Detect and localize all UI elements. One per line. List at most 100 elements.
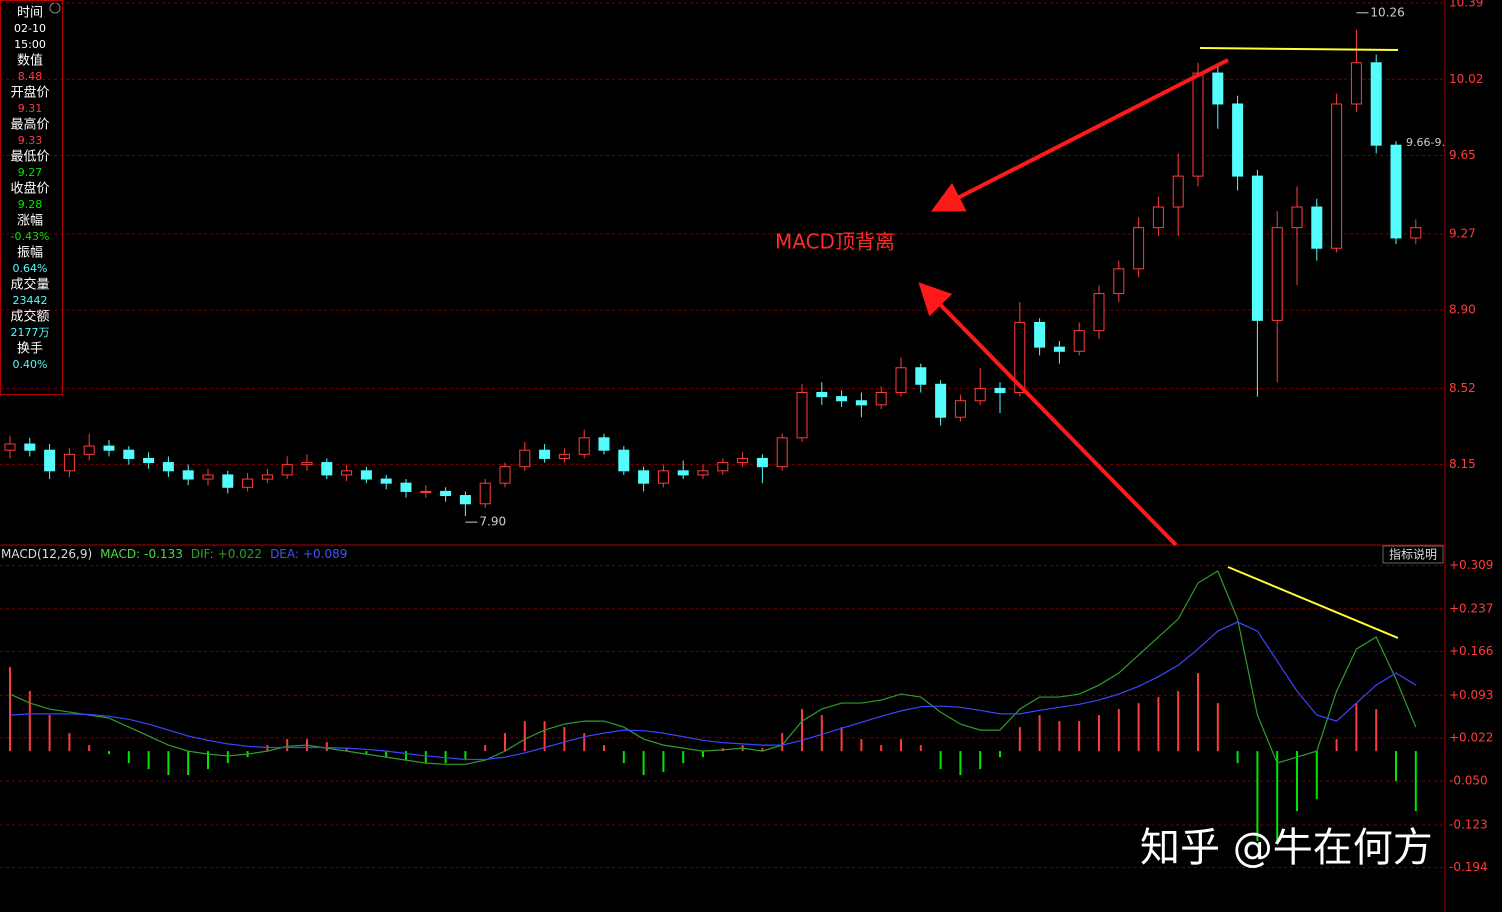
info-label: 时间 xyxy=(17,6,43,21)
candle-body xyxy=(638,470,650,484)
candle-body xyxy=(83,445,95,455)
candle-body xyxy=(1370,62,1382,146)
indicator-help-button[interactable] xyxy=(1382,545,1444,564)
watermark: 知乎 @牛在何方 xyxy=(1140,825,1433,871)
header-part: DIF: xyxy=(191,547,214,561)
info-label: 最低价 xyxy=(10,150,49,165)
info-value: 23442 xyxy=(13,294,48,307)
button-label[interactable]: 指标说明 xyxy=(1389,547,1437,562)
candle-body xyxy=(1212,72,1224,105)
candle-body xyxy=(44,449,56,472)
indicator-header: MACD(12,26,9) MACD: -0.133 DIF: +0.022 DEA: +0… xyxy=(1,547,347,561)
header-part: DEA: xyxy=(270,547,299,561)
candle-body xyxy=(697,470,709,476)
candle-body xyxy=(539,449,551,459)
macd-panel: +0.309 +0.237 +0.166 +0.093 +0.022 -0.050 -0.1… xyxy=(0,547,1493,874)
candle-body xyxy=(1311,206,1323,249)
candle-body xyxy=(519,449,531,468)
annotation: MACD顶背离 xyxy=(775,230,895,254)
info-label: 开盘价 xyxy=(10,85,49,101)
candle-body xyxy=(776,437,788,468)
candle-body xyxy=(954,400,966,418)
candle-body xyxy=(103,445,115,451)
candle-body xyxy=(895,367,907,393)
low-label: 7.90 xyxy=(479,515,506,529)
candle-body xyxy=(459,495,471,505)
resistance-line xyxy=(1199,47,1399,51)
candle-body xyxy=(1133,227,1145,270)
indicator-line xyxy=(9,621,1417,761)
candle-body xyxy=(380,478,392,484)
candle-body xyxy=(1350,62,1362,105)
indicator-line xyxy=(9,570,1417,765)
candle-body xyxy=(677,470,689,476)
candle-body xyxy=(202,474,214,480)
y-tick-label: +0.237 xyxy=(1449,601,1493,615)
candle-body xyxy=(182,470,194,480)
candle-body xyxy=(360,470,372,480)
candle-body xyxy=(281,464,293,476)
candle-body xyxy=(756,457,768,468)
info-label: 收盘价 xyxy=(10,181,49,197)
candle-body xyxy=(24,443,36,451)
y-tick-label: 10.02 xyxy=(1449,72,1483,86)
candle-body xyxy=(1331,103,1343,249)
info-value: 9.31 xyxy=(18,102,43,115)
candle-body xyxy=(162,462,174,472)
candle-body xyxy=(1410,227,1422,239)
info-value: 0.40% xyxy=(13,358,48,371)
candle-body xyxy=(1073,330,1085,352)
candle-body xyxy=(657,470,669,484)
header-part: MACD: xyxy=(100,547,140,561)
header-part: -0.133 xyxy=(144,547,183,561)
candle-body xyxy=(1232,103,1244,177)
candle-body xyxy=(63,453,75,472)
candle-body xyxy=(301,462,313,466)
candle-body xyxy=(1152,206,1164,229)
candle-body xyxy=(618,449,630,472)
y-tick-label: 8.52 xyxy=(1449,381,1476,395)
candle-body xyxy=(1271,227,1283,321)
candle-body xyxy=(717,462,729,472)
info-label: 振幅 xyxy=(17,246,43,261)
candle-body xyxy=(935,383,947,418)
y-tick-label: -0.123 xyxy=(1449,817,1488,831)
candle-body xyxy=(578,437,590,455)
candle-body xyxy=(1192,72,1204,177)
y-tick-label: -0.050 xyxy=(1449,774,1488,788)
candle-body xyxy=(479,482,491,505)
candle-body xyxy=(1172,175,1184,208)
candle-body xyxy=(420,490,432,493)
candle-body xyxy=(1093,293,1105,332)
high-label: 10.26 xyxy=(1370,5,1404,19)
candle-body xyxy=(598,437,610,451)
candle-body xyxy=(321,462,333,476)
info-value: 15:00 xyxy=(14,38,46,51)
y-tick-label: 8.15 xyxy=(1449,457,1476,471)
header-part: +0.022 xyxy=(218,547,262,561)
candle-body xyxy=(796,391,808,439)
candle-body xyxy=(1034,321,1046,348)
candle-body xyxy=(1113,268,1125,295)
y-tick-label: 9.27 xyxy=(1449,226,1476,240)
candle-body xyxy=(222,474,234,488)
candle-body xyxy=(499,466,511,484)
y-tick-label: 8.90 xyxy=(1449,303,1476,317)
info-panel xyxy=(0,0,63,395)
candle-body xyxy=(875,391,887,406)
info-value: 0.64% xyxy=(13,262,48,275)
info-label: 数值 xyxy=(17,53,43,69)
candle-body xyxy=(1014,321,1026,393)
crosshair-label: 9.66-9. xyxy=(1406,136,1445,149)
y-tick-label: +0.022 xyxy=(1449,730,1493,744)
y-tick-label: +0.309 xyxy=(1449,558,1493,572)
candle-body xyxy=(855,400,867,406)
y-tick-label: +0.093 xyxy=(1449,688,1493,702)
candle-body xyxy=(994,387,1006,393)
info-label: 换手 xyxy=(17,342,43,357)
candle-body xyxy=(816,391,828,398)
candle-body xyxy=(974,387,986,402)
info-value: 02-10 xyxy=(14,22,46,35)
